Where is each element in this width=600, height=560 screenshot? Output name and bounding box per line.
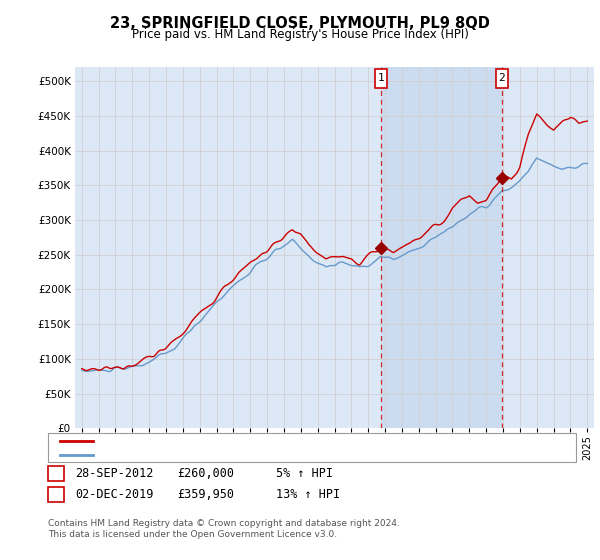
Text: 1: 1 bbox=[52, 467, 59, 480]
Text: 2: 2 bbox=[52, 488, 59, 501]
Text: Contains HM Land Registry data © Crown copyright and database right 2024.
This d: Contains HM Land Registry data © Crown c… bbox=[48, 519, 400, 539]
FancyBboxPatch shape bbox=[496, 68, 508, 88]
Text: 1: 1 bbox=[377, 73, 384, 83]
Text: 23, SPRINGFIELD CLOSE, PLYMOUTH, PL9 8QD (detached house): 23, SPRINGFIELD CLOSE, PLYMOUTH, PL9 8QD… bbox=[99, 436, 433, 446]
FancyBboxPatch shape bbox=[375, 68, 387, 88]
Text: 02-DEC-2019: 02-DEC-2019 bbox=[75, 488, 154, 501]
Text: 28-SEP-2012: 28-SEP-2012 bbox=[75, 467, 154, 480]
Text: 2: 2 bbox=[498, 73, 505, 83]
Text: Price paid vs. HM Land Registry's House Price Index (HPI): Price paid vs. HM Land Registry's House … bbox=[131, 28, 469, 41]
Text: 13% ↑ HPI: 13% ↑ HPI bbox=[276, 488, 340, 501]
Text: £260,000: £260,000 bbox=[177, 467, 234, 480]
Text: HPI: Average price, detached house, City of Plymouth: HPI: Average price, detached house, City… bbox=[99, 450, 379, 460]
Text: 23, SPRINGFIELD CLOSE, PLYMOUTH, PL9 8QD: 23, SPRINGFIELD CLOSE, PLYMOUTH, PL9 8QD bbox=[110, 16, 490, 31]
Text: £359,950: £359,950 bbox=[177, 488, 234, 501]
Text: 5% ↑ HPI: 5% ↑ HPI bbox=[276, 467, 333, 480]
Bar bbox=[381, 67, 502, 428]
